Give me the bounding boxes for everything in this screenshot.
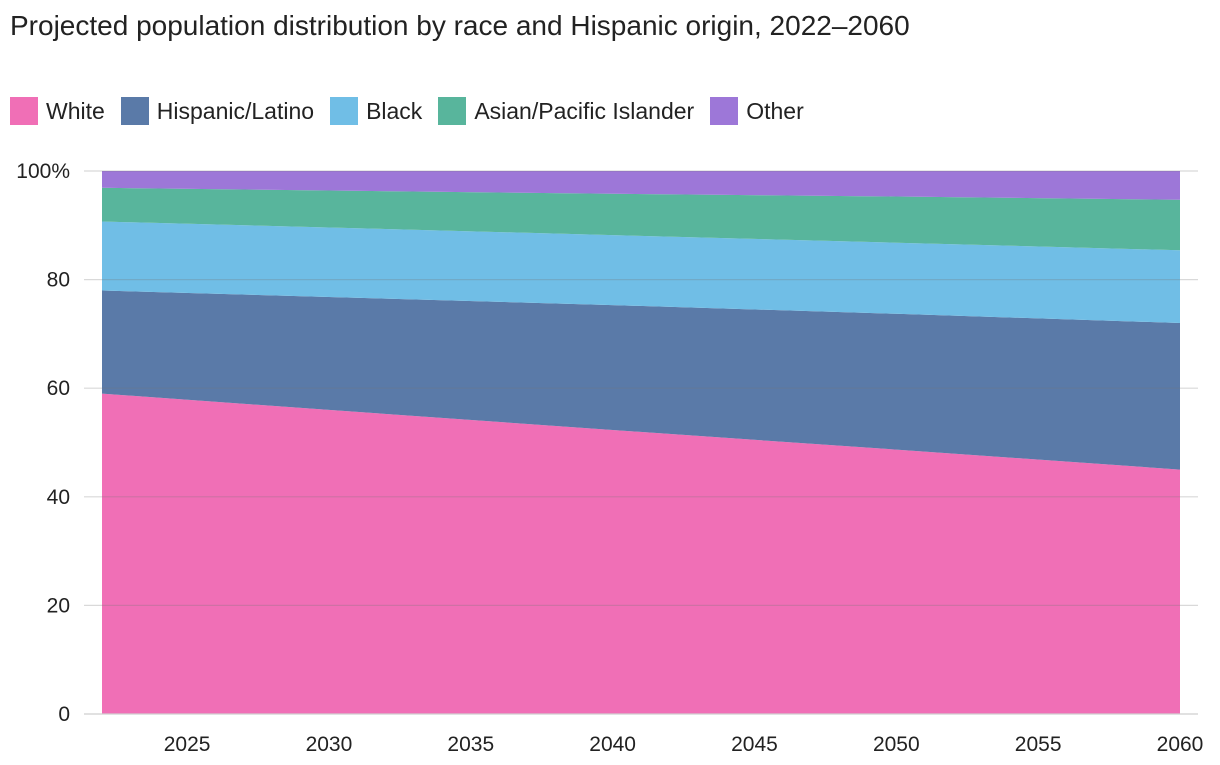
legend-label: Other xyxy=(746,97,804,124)
x-tick-label: 2045 xyxy=(731,733,778,756)
legend-label: Black xyxy=(366,97,423,124)
legend-item: Hispanic/Latino xyxy=(120,97,315,125)
area-hispanic-latino xyxy=(102,290,1180,470)
x-tick-label: 2060 xyxy=(1157,733,1204,756)
legend-swatch xyxy=(710,97,739,125)
x-tick-label: 2030 xyxy=(306,733,353,756)
area-black xyxy=(102,221,1180,323)
y-tick-label: 100% xyxy=(16,160,70,183)
area-asian-pacific-islander xyxy=(102,187,1180,251)
x-tick-label: 2040 xyxy=(589,733,636,756)
y-tick-label: 40 xyxy=(47,486,70,509)
legend-item: Asian/Pacific Islander xyxy=(438,97,694,125)
x-tick-label: 2050 xyxy=(873,733,920,756)
area-other xyxy=(102,171,1180,200)
legend-label: Hispanic/Latino xyxy=(156,97,315,124)
y-tick-label: 80 xyxy=(47,269,70,292)
y-tick-label: 20 xyxy=(47,594,70,617)
legend-label: Asian/Pacific Islander xyxy=(474,97,695,124)
legend: White Hispanic/Latino Black Asian/Pacific I… xyxy=(10,97,820,125)
y-tick-label: 60 xyxy=(47,377,70,400)
legend-item: White xyxy=(10,97,105,125)
legend-label: White xyxy=(46,97,105,124)
x-tick-label: 2025 xyxy=(164,733,211,756)
legend-swatch xyxy=(120,97,149,125)
legend-item: Black xyxy=(330,97,422,125)
legend-swatch xyxy=(10,97,38,125)
y-tick-label: 0 xyxy=(58,703,70,726)
area-white xyxy=(102,393,1180,714)
legend-swatch xyxy=(330,97,359,125)
chart-title: Projected population distribution by rac… xyxy=(10,10,910,41)
x-tick-label: 2055 xyxy=(1015,733,1062,756)
legend-swatch xyxy=(438,97,467,125)
legend-item: Other xyxy=(710,97,804,125)
x-tick-label: 2035 xyxy=(447,733,494,756)
